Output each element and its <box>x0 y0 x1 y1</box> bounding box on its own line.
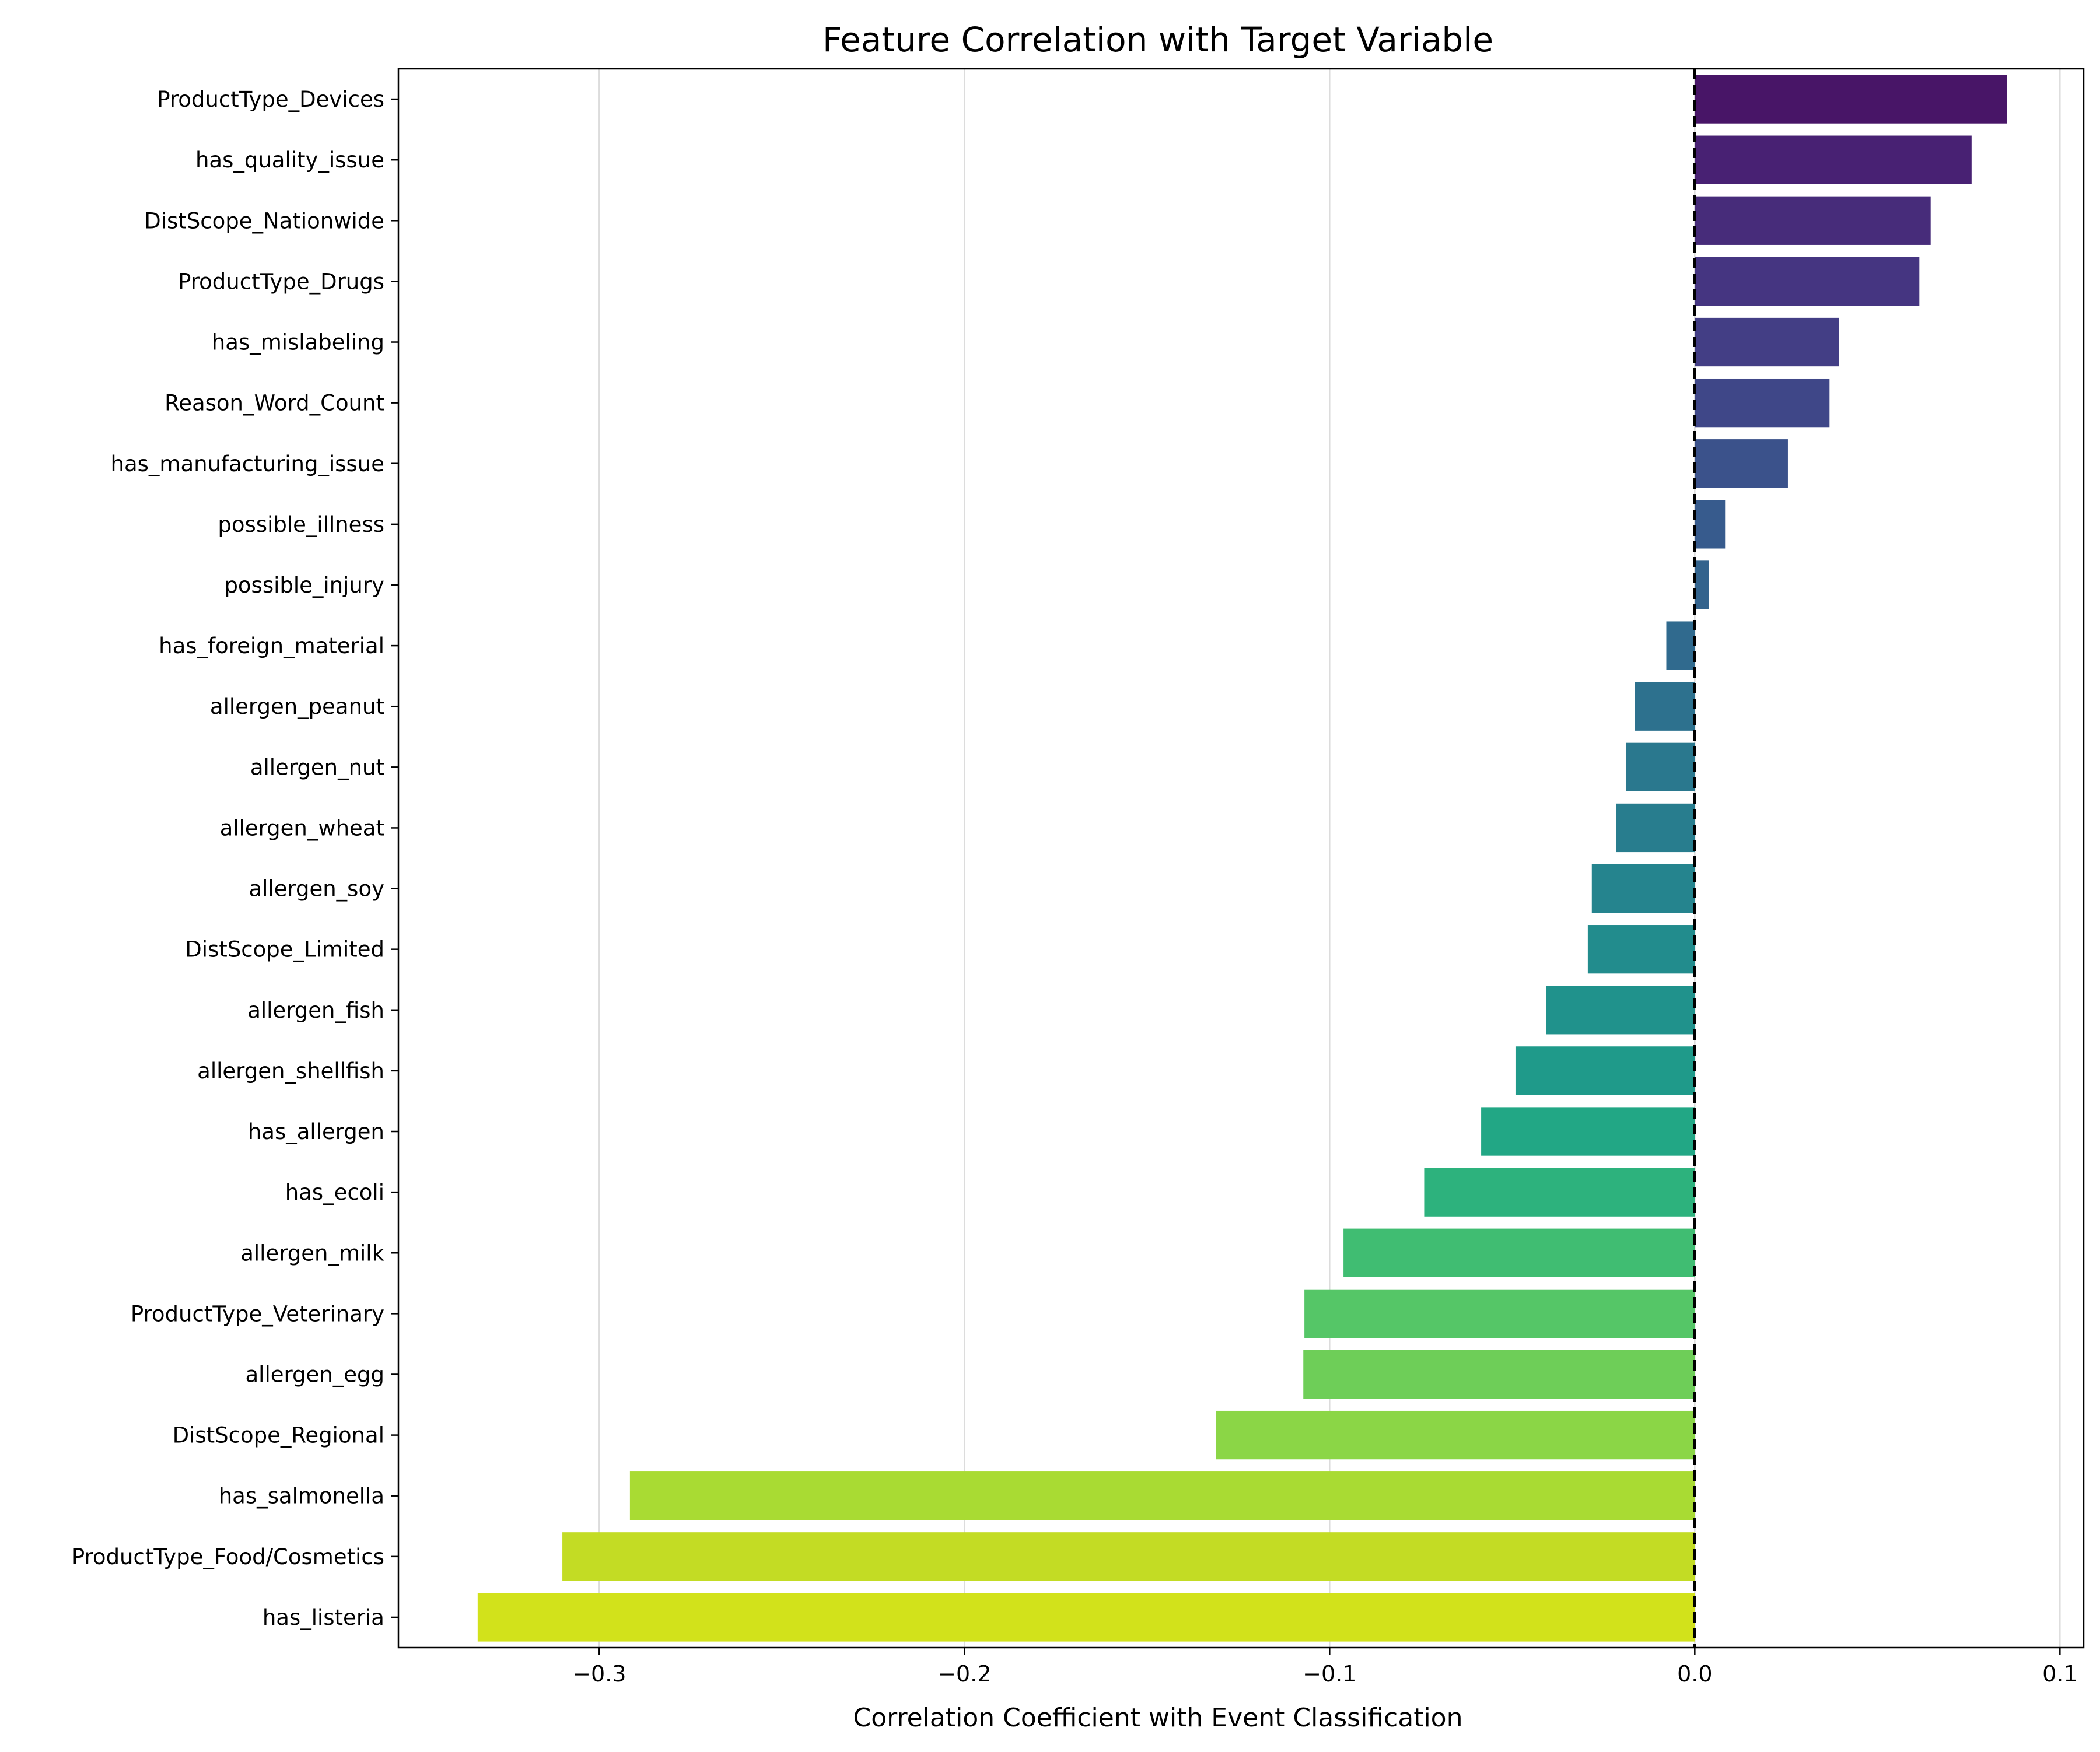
y-tick-label: ProductType_Drugs <box>178 269 384 294</box>
bar <box>1695 500 1726 549</box>
y-tick-label: has_ecoli <box>285 1180 384 1205</box>
y-tick-label: allergen_milk <box>240 1241 384 1266</box>
y-tick-label: allergen_egg <box>246 1362 385 1387</box>
y-tick-label: possible_injury <box>224 573 384 598</box>
y-tick-label: allergen_nut <box>250 755 384 780</box>
y-tick-label: ProductType_Veterinary <box>131 1301 384 1326</box>
bar <box>1695 439 1788 488</box>
y-tick-label: allergen_shellfish <box>197 1059 384 1084</box>
y-tick-label: has_manufacturing_issue <box>111 451 385 476</box>
y-tick-label: has_quality_issue <box>195 148 384 173</box>
y-tick-label: DistScope_Regional <box>173 1423 384 1448</box>
bar <box>1216 1410 1695 1460</box>
y-tick-label: ProductType_Food/Cosmetics <box>72 1544 384 1569</box>
x-tick-label: 0.1 <box>2042 1661 2077 1687</box>
y-tick-label: allergen_fish <box>247 998 384 1023</box>
axis-layer: −0.3 −0.2 −0.1 0.0 0.1 ProductType_Deviceshas… <box>72 68 2085 1687</box>
y-tick-label: has_salmonella <box>219 1484 384 1509</box>
bar <box>1666 621 1695 670</box>
y-tick-label: has_foreign_material <box>159 633 384 658</box>
y-tick-label: has_listeria <box>262 1605 384 1630</box>
x-tick-label: 0.0 <box>1677 1661 1712 1687</box>
bar <box>1695 378 1830 428</box>
bar <box>1695 75 2007 124</box>
y-tick-label: possible_illness <box>218 512 384 537</box>
y-tick-label: allergen_wheat <box>220 815 384 840</box>
x-tick-label: −0.2 <box>937 1661 991 1687</box>
bar <box>1424 1168 1695 1217</box>
bar <box>1695 196 1931 245</box>
bar <box>1304 1289 1695 1338</box>
x-tick-label: −0.1 <box>1303 1661 1356 1687</box>
bar <box>1616 803 1695 853</box>
y-tick-label: DistScope_Limited <box>185 937 384 962</box>
y-tick-label: allergen_soy <box>249 877 384 902</box>
bar <box>1587 925 1695 974</box>
bar <box>1481 1107 1695 1156</box>
y-tick-label: DistScope_Nationwide <box>144 208 384 233</box>
bar <box>1515 1046 1695 1095</box>
bar <box>1695 317 1839 367</box>
bar <box>1591 864 1695 913</box>
bar <box>1303 1350 1695 1399</box>
bar <box>1695 257 1920 306</box>
bar <box>629 1471 1695 1520</box>
bar <box>1625 742 1695 791</box>
bar <box>1343 1228 1695 1277</box>
bar <box>562 1532 1695 1581</box>
bar <box>1695 135 1972 184</box>
bar <box>1634 682 1695 731</box>
y-tick-label: ProductType_Devices <box>157 87 384 112</box>
y-tick-label: allergen_peanut <box>210 694 384 719</box>
bar <box>1695 560 1709 609</box>
chart-title: Feature Correlation with Target Variable <box>822 20 1493 59</box>
plot-frame <box>397 68 2085 1649</box>
y-tick-label: has_allergen <box>248 1119 384 1144</box>
bar-layer <box>477 75 2007 1642</box>
bar <box>1546 986 1695 1035</box>
bar <box>477 1593 1695 1642</box>
x-tick-label: −0.3 <box>572 1661 626 1687</box>
y-tick-label: Reason_Word_Count <box>164 391 384 416</box>
y-tick-label: has_mislabeling <box>212 330 384 355</box>
x-axis-label: Correlation Coefficient with Event Class… <box>853 1703 1463 1733</box>
